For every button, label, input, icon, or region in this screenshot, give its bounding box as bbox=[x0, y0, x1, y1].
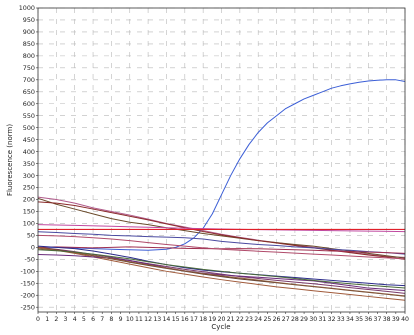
y-tick-label: 500 bbox=[23, 124, 35, 132]
x-tick-label: 0 bbox=[36, 316, 40, 323]
y-tick-label: -100 bbox=[20, 268, 35, 276]
x-tick-label: 4 bbox=[73, 316, 77, 323]
x-tick-label: 11 bbox=[135, 316, 143, 323]
x-tick-label: 5 bbox=[82, 316, 86, 323]
y-axis-title: Fluorescence (norm) bbox=[6, 124, 14, 196]
x-tick-label: 22 bbox=[236, 316, 244, 323]
x-tick-label: 23 bbox=[245, 316, 253, 323]
x-tick-label: 37 bbox=[374, 316, 382, 323]
x-axis-ticks: 0 1 2 3 4 5 6 7 8 9 10 11 12 13 14 15 16 17 18 19 20 21 22 23 24… bbox=[36, 312, 409, 323]
plot-frame bbox=[37, 7, 406, 313]
series-line-15 bbox=[37, 234, 406, 260]
y-tick-label: 700 bbox=[23, 76, 35, 84]
y-tick-label: 100 bbox=[23, 220, 35, 228]
x-tick-label: 10 bbox=[126, 316, 134, 323]
x-tick-label: 38 bbox=[383, 316, 391, 323]
x-tick-label: 34 bbox=[346, 316, 354, 323]
y-tick-label: 950 bbox=[23, 16, 35, 24]
series-group bbox=[37, 79, 406, 301]
x-axis-title: Cycle bbox=[211, 323, 230, 331]
x-tick-label: 28 bbox=[291, 316, 299, 323]
y-tick-label: 200 bbox=[23, 196, 35, 204]
y-tick-label: 450 bbox=[23, 136, 35, 144]
y-tick-label: 350 bbox=[23, 160, 35, 168]
x-tick-label: 40 bbox=[401, 316, 409, 323]
y-tick-label: -200 bbox=[20, 291, 35, 299]
y-tick-label: 750 bbox=[23, 64, 35, 72]
y-tick-label: -150 bbox=[20, 279, 35, 287]
x-tick-label: 35 bbox=[355, 316, 363, 323]
x-tick-label: 20 bbox=[218, 316, 226, 323]
y-tick-label: 150 bbox=[23, 208, 35, 216]
series-line-13 bbox=[37, 248, 406, 297]
y-tick-label: 50 bbox=[27, 232, 35, 240]
x-tick-label: 6 bbox=[91, 316, 95, 323]
y-tick-label: 850 bbox=[23, 40, 35, 48]
x-tick-label: 27 bbox=[282, 316, 290, 323]
x-tick-label: 2 bbox=[54, 316, 58, 323]
y-tick-label: 1000 bbox=[19, 4, 35, 12]
x-tick-label: 39 bbox=[392, 316, 400, 323]
x-tick-label: 24 bbox=[254, 316, 262, 323]
x-tick-label: 25 bbox=[263, 316, 271, 323]
x-tick-label: 21 bbox=[227, 316, 235, 323]
y-tick-label: 600 bbox=[23, 100, 35, 108]
y-axis-ticks: 1000950900850800750700650600550500450400… bbox=[19, 4, 38, 311]
y-tick-label: 650 bbox=[23, 88, 35, 96]
x-tick-label: 33 bbox=[337, 316, 345, 323]
y-tick-label: 800 bbox=[23, 52, 35, 60]
x-tick-label: 9 bbox=[119, 316, 123, 323]
x-tick-label: 16 bbox=[181, 316, 189, 323]
y-tick-label: 300 bbox=[23, 172, 35, 180]
x-tick-label: 13 bbox=[153, 316, 161, 323]
y-tick-label: 550 bbox=[23, 112, 35, 120]
y-tick-label: 900 bbox=[23, 28, 35, 36]
x-tick-label: 8 bbox=[109, 316, 113, 323]
series-line-14 bbox=[37, 249, 406, 289]
x-tick-label: 19 bbox=[208, 316, 216, 323]
x-tick-label: 18 bbox=[199, 316, 207, 323]
x-tick-label: 32 bbox=[328, 316, 336, 323]
x-tick-label: 36 bbox=[364, 316, 372, 323]
x-tick-label: 31 bbox=[318, 316, 326, 323]
series-line-10 bbox=[37, 246, 406, 301]
series-line-11 bbox=[37, 254, 406, 291]
series-line-8 bbox=[37, 246, 406, 294]
x-tick-label: 15 bbox=[172, 316, 180, 323]
x-tick-label: 17 bbox=[190, 316, 198, 323]
x-tick-label: 7 bbox=[100, 316, 104, 323]
y-tick-label: -50 bbox=[25, 256, 35, 264]
x-tick-label: 29 bbox=[300, 316, 308, 323]
y-tick-label: 0 bbox=[31, 244, 35, 252]
x-tick-label: 1 bbox=[45, 316, 49, 323]
y-tick-label: 400 bbox=[23, 148, 35, 156]
x-tick-label: 26 bbox=[273, 316, 281, 323]
x-tick-label: 30 bbox=[309, 316, 317, 323]
y-tick-label: 250 bbox=[23, 184, 35, 192]
x-tick-label: 14 bbox=[163, 316, 171, 323]
series-line-1 bbox=[38, 79, 406, 251]
series-line-6 bbox=[37, 231, 406, 255]
y-tick-label: -250 bbox=[20, 303, 35, 311]
x-tick-label: 3 bbox=[64, 316, 68, 323]
x-tick-label: 12 bbox=[144, 316, 152, 323]
